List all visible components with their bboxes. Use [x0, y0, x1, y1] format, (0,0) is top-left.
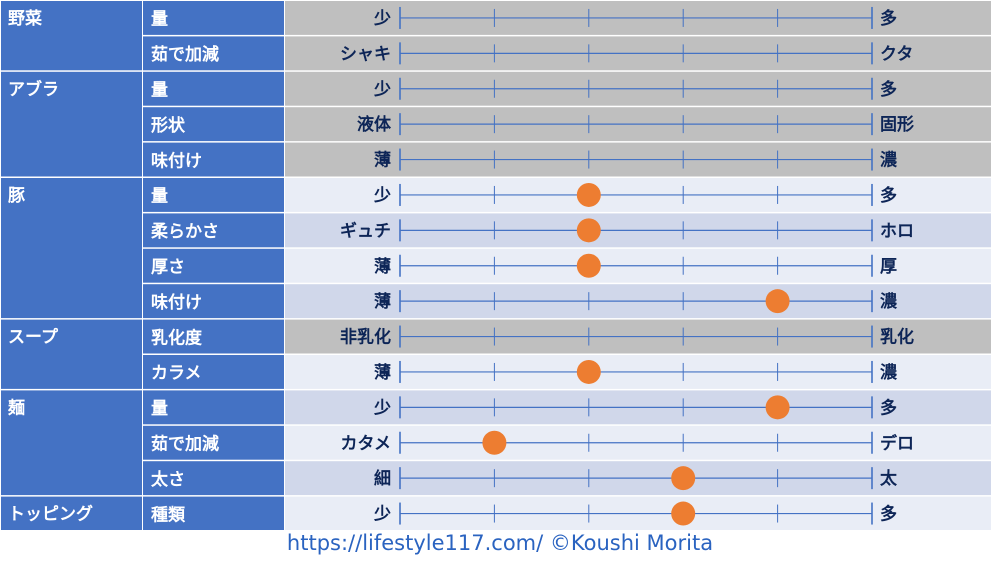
scale-right-label: ホロ	[880, 221, 914, 241]
attribute-cell	[143, 425, 284, 460]
scale-left-label: シャキ	[340, 44, 391, 64]
scale-left-label: 少	[373, 9, 391, 29]
scale-left-label: 薄	[374, 362, 391, 383]
scale-left-label: 薄	[374, 256, 391, 277]
category-label: 豚	[8, 186, 25, 206]
attribute-cell	[143, 461, 284, 496]
category-label: トッピング	[8, 504, 93, 525]
attribute-cell	[143, 142, 284, 177]
scale-left-label: 少	[373, 505, 391, 525]
scale-right-label: 濃	[880, 362, 898, 383]
rating-marker	[482, 430, 507, 455]
attribute-cell	[143, 284, 284, 319]
scale-right-label: クタ	[880, 44, 913, 64]
attribute-cell	[143, 178, 284, 212]
attribute-label: 柔らかさ	[151, 222, 219, 242]
attribute-label: 種類	[151, 504, 186, 525]
attribute-cell	[143, 1, 284, 35]
attribute-label: 茹で加減	[151, 434, 219, 455]
attribute-cell	[143, 71, 284, 106]
attribute-label: 味付け	[151, 292, 202, 313]
scale-right-label: デロ	[880, 433, 914, 454]
category-cell	[1, 496, 142, 530]
rating-marker	[576, 359, 601, 384]
attribute-label: 厚さ	[151, 258, 185, 278]
scale-left-label: 薄	[374, 150, 391, 171]
scale-left-label: カタメ	[341, 434, 392, 454]
rating-chart: 量少多茹で加減 シャキ クタ量少多形状 液体 固形味付け薄濃量少多柔らかさ ギュチ ホロ厚さ…	[1, 1, 991, 530]
scale-right-label: 多	[880, 504, 897, 525]
rating-marker	[765, 395, 790, 420]
attribute-label: 量	[151, 398, 168, 419]
rating-marker	[671, 501, 696, 526]
scale-right-label: 太	[880, 468, 898, 489]
attribute-cell	[143, 248, 284, 283]
category-cell	[1, 178, 142, 319]
footer-credit[interactable]: https://lifestyle117.com/ ©Koushi Morita	[286, 531, 714, 555]
attribute-label: 量	[151, 186, 168, 207]
scale-right-label: 多	[880, 397, 897, 418]
scale-right-label: 多	[880, 185, 897, 206]
rating-marker	[576, 253, 601, 278]
attribute-cell	[143, 355, 284, 389]
attribute-label: 乳化度	[151, 327, 203, 348]
category-label: アブラ	[8, 79, 59, 100]
category-cell	[1, 390, 142, 496]
scale-right-label: 多	[880, 8, 897, 29]
attribute-cell	[143, 496, 284, 530]
scale-left-label: ギュチ	[340, 221, 391, 241]
scale-left-label: 少	[373, 186, 391, 206]
attribute-cell	[143, 213, 284, 248]
attribute-label: 量	[151, 80, 168, 101]
attribute-label: 量	[151, 9, 168, 30]
scale-left-label: 細	[374, 468, 391, 489]
rating-marker	[765, 289, 790, 314]
attribute-label: カラメ	[151, 364, 202, 384]
attribute-label: 形状	[151, 115, 186, 136]
scale-right-label: 濃	[880, 291, 898, 312]
scale-right-label: 濃	[880, 150, 898, 171]
category-label: 麺	[7, 398, 25, 418]
category-cell	[1, 71, 142, 177]
rating-marker	[576, 218, 601, 243]
attribute-cell	[143, 107, 284, 142]
category-label: 野菜	[8, 9, 43, 29]
scale-left-label: 液体	[357, 114, 392, 135]
attribute-cell	[143, 319, 284, 354]
category-label: スープ	[8, 327, 59, 348]
rating-marker	[576, 182, 601, 207]
rating-marker	[671, 466, 696, 491]
attribute-cell	[143, 36, 284, 71]
scale-left-label: 少	[373, 80, 391, 100]
category-cell	[1, 319, 142, 389]
attribute-label: 太さ	[151, 469, 185, 490]
scale-left-label: 少	[373, 398, 391, 418]
category-cell	[1, 1, 142, 71]
scale-right-label: 多	[880, 79, 897, 100]
attribute-label: 茹で加減	[151, 44, 219, 65]
scale-right-label: 固形	[880, 114, 914, 135]
scale-left-label: 非乳化	[340, 327, 391, 348]
scale-right-label: 厚	[880, 257, 897, 277]
attribute-label: 味付け	[151, 150, 202, 171]
scale-left-label: 薄	[374, 291, 391, 312]
scale-right-label: 乳化	[880, 327, 914, 348]
attribute-cell	[143, 390, 284, 425]
